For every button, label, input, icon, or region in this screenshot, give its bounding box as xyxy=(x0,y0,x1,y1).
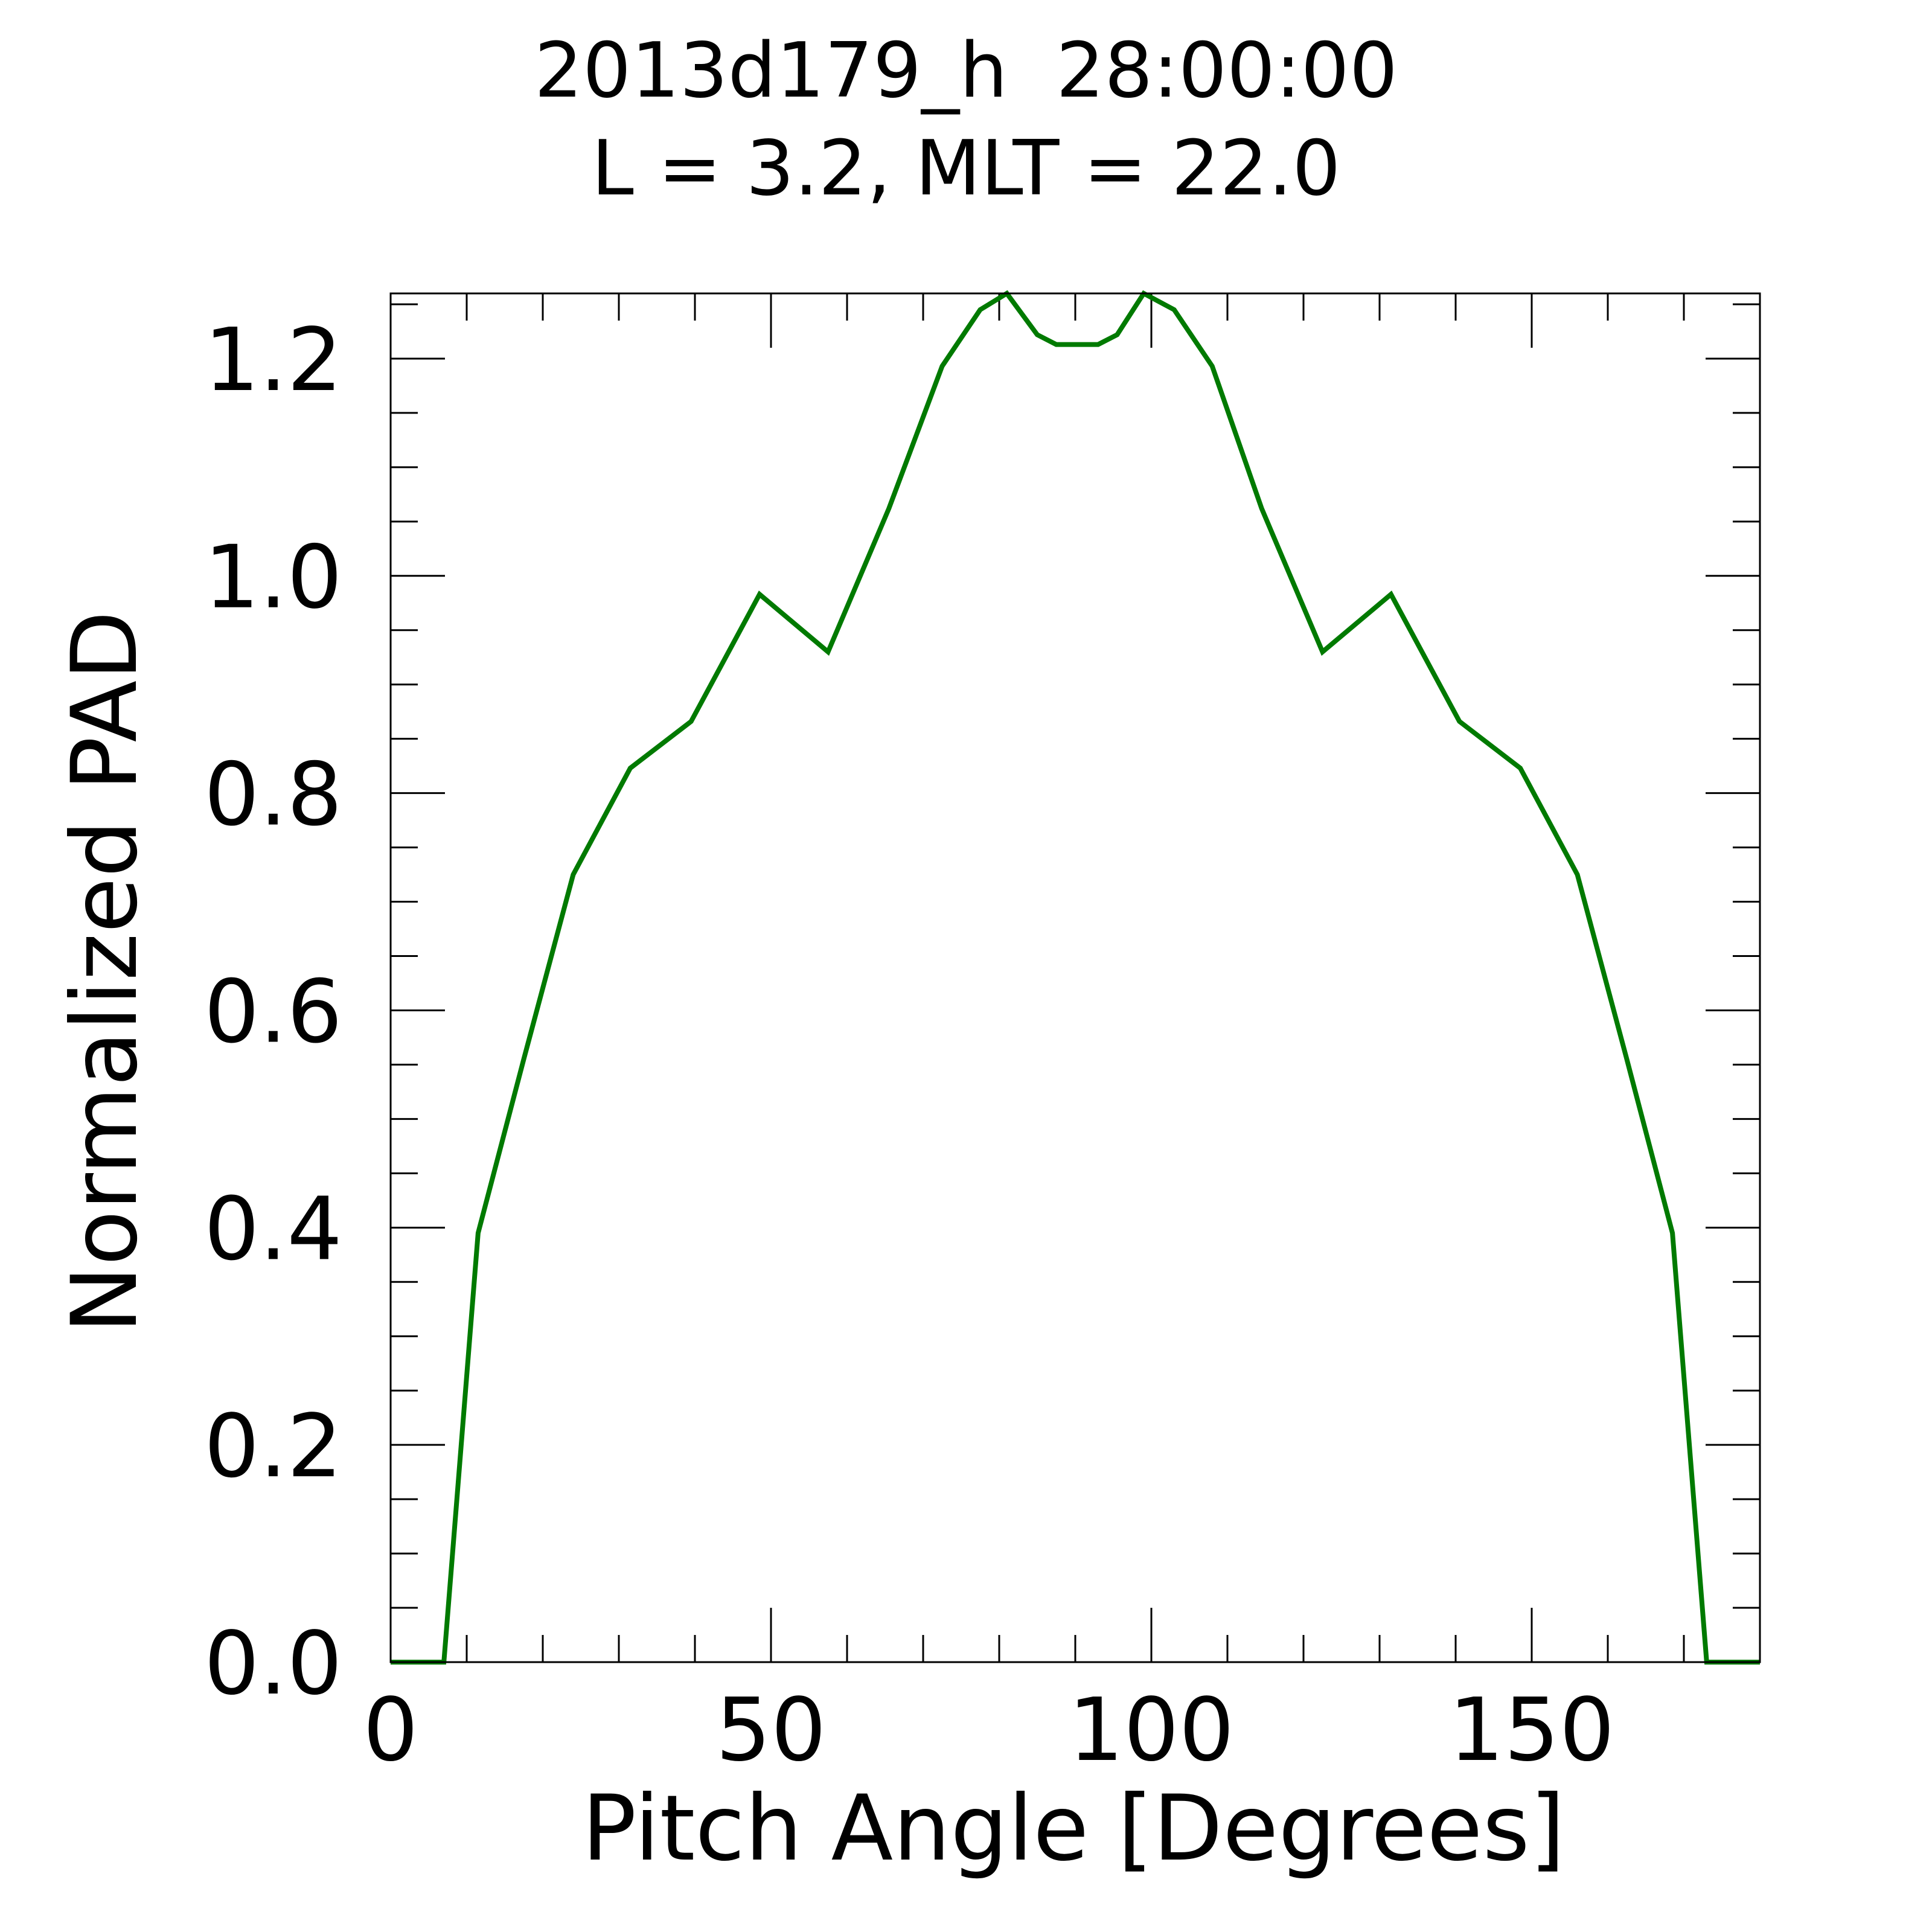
chart-subtitle: L = 3.2, MLT = 22.0 xyxy=(591,124,1340,213)
y-axis-label: Normalized PAD xyxy=(53,610,158,1333)
x-tick-label: 150 xyxy=(1449,1679,1615,1780)
x-axis-tick-labels: 0 50 100 150 xyxy=(363,1679,1614,1780)
y-tick-label: 0.4 xyxy=(204,1178,342,1279)
y-tick-label: 0.0 xyxy=(204,1613,342,1714)
plot-frame xyxy=(389,292,1761,1663)
chart-title: 2013d179_h 28:00:00 xyxy=(534,26,1398,115)
x-tick-label: 100 xyxy=(1069,1679,1235,1780)
y-axis-tick-labels: 0.0 0.2 0.4 0.6 0.8 1.0 1.2 xyxy=(204,309,342,1714)
y-tick-label: 0.2 xyxy=(204,1395,342,1497)
x-tick-label: 50 xyxy=(715,1679,826,1780)
x-axis-label: Pitch Angle [Degrees] xyxy=(582,1776,1566,1881)
x-tick-label: 0 xyxy=(363,1679,418,1780)
axis-ticks xyxy=(389,293,1761,1663)
y-tick-label: 1.0 xyxy=(204,526,342,628)
series-line xyxy=(391,290,1760,1665)
y-tick-label: 1.2 xyxy=(204,309,342,411)
y-tick-label: 0.6 xyxy=(204,961,342,1062)
y-tick-label: 0.8 xyxy=(204,744,342,845)
series-layer xyxy=(391,290,1760,1665)
